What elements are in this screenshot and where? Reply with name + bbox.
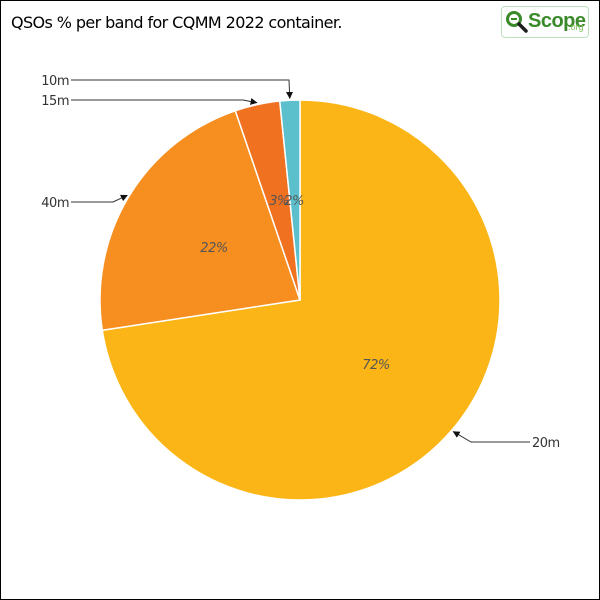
slice-label-40m: 40m	[41, 196, 69, 211]
pie-slice-40m[interactable]	[99, 109, 301, 332]
pie-slice-20m[interactable]	[101, 99, 501, 501]
callout-line-10m	[71, 79, 294, 99]
chart-title: QSOs % per band for CQMM 2022 container.	[11, 13, 342, 32]
slice-percent-20m: 72%	[362, 358, 390, 373]
logo-wordmark: Scope	[528, 10, 586, 32]
slice-percent-15m: 3%	[269, 194, 289, 209]
magnifier-icon	[506, 11, 528, 33]
slice-percent-10m: 2%	[284, 194, 304, 209]
slice-percent-40m: 22%	[200, 241, 228, 256]
callout-line-15m	[71, 98, 258, 105]
logo-suffix: .org	[568, 22, 584, 32]
slice-label-15m: 15m	[41, 94, 69, 109]
callout-line-40m	[71, 194, 128, 203]
qscope-logo[interactable]: Scope .org	[501, 6, 589, 38]
pie-slice-10m[interactable]	[278, 99, 301, 301]
slice-label-20m: 20m	[532, 436, 560, 451]
callout-line-20m	[452, 431, 530, 443]
slice-label-10m: 10m	[41, 74, 69, 89]
